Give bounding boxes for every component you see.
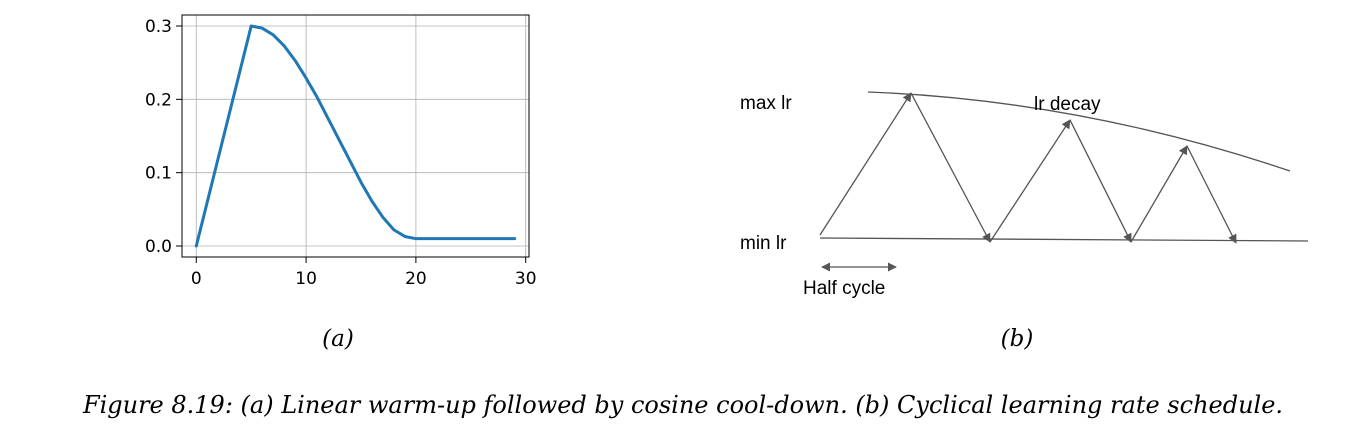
min-lr-line — [819, 237, 1309, 242]
figure-caption: Figure 8.19: (a) Linear warm-up followed… — [82, 391, 1283, 419]
chart-warmup-cosine: 0 10 20 30 0.0 0.1 0.2 0.3 (a) — [145, 14, 537, 352]
series-layer — [194, 24, 517, 248]
max-lr-decay-curve — [867, 91, 1291, 172]
y-tick-label: 0.2 — [145, 90, 172, 110]
y-tick-label: 0.3 — [145, 17, 172, 37]
max-lr-label: max lr — [740, 93, 792, 114]
x-tick-label: 20 — [405, 269, 427, 289]
x-tick-label: 10 — [295, 269, 317, 289]
cycle-down-arrow-2 — [1069, 119, 1132, 243]
panel-label-b: (b) — [1001, 326, 1034, 352]
grid — [182, 15, 529, 257]
cycle-down-arrow-3 — [1186, 145, 1237, 244]
lr-decay-label: lr decay — [1034, 94, 1101, 115]
half-cycle-label: Half cycle — [803, 278, 885, 299]
x-tick-label: 0 — [191, 269, 202, 289]
cycle-up-arrow-3 — [1130, 145, 1188, 243]
plot-frame — [181, 14, 530, 258]
diagram-cyclical-lr — [819, 91, 1309, 272]
ticks: 0 10 20 30 0.0 0.1 0.2 0.3 — [145, 17, 537, 289]
panel-label-a: (a) — [322, 326, 354, 352]
x-tick-label: 30 — [515, 269, 537, 289]
cycle-up-arrow-2 — [989, 119, 1071, 243]
cycle-down-arrow-1 — [910, 92, 991, 243]
min-lr-label: min lr — [740, 233, 787, 254]
cycle-up-arrow-1 — [819, 92, 912, 236]
y-tick-label: 0.0 — [145, 237, 172, 257]
series-line — [194, 24, 517, 248]
y-tick-label: 0.1 — [145, 164, 172, 184]
